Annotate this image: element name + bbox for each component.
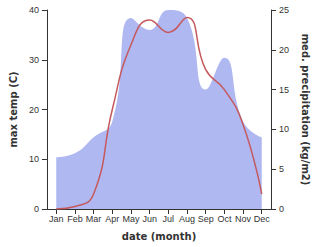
svg-text:Jul: Jul	[163, 214, 175, 224]
svg-text:40: 40	[29, 5, 39, 15]
svg-text:30: 30	[29, 55, 39, 65]
svg-text:Dec: Dec	[254, 214, 271, 224]
svg-text:date (month): date (month)	[122, 231, 196, 242]
svg-text:Mar: Mar	[86, 214, 102, 224]
svg-text:May: May	[122, 214, 140, 224]
svg-text:med. precipitation (kg/m2): med. precipitation (kg/m2)	[300, 34, 311, 186]
svg-text:0: 0	[34, 204, 39, 214]
svg-text:10: 10	[279, 124, 289, 134]
svg-text:Aug: Aug	[179, 214, 195, 224]
svg-text:Jun: Jun	[142, 214, 157, 224]
svg-text:Nov: Nov	[235, 214, 252, 224]
svg-text:20: 20	[29, 105, 39, 115]
svg-text:Apr: Apr	[105, 214, 119, 224]
svg-text:Feb: Feb	[67, 214, 83, 224]
svg-text:Oct: Oct	[217, 214, 232, 224]
svg-text:5: 5	[279, 164, 284, 174]
svg-text:max temp (C): max temp (C)	[8, 71, 19, 147]
svg-text:15: 15	[279, 85, 289, 95]
svg-text:25: 25	[279, 5, 289, 15]
svg-text:0: 0	[279, 204, 284, 214]
svg-text:10: 10	[29, 154, 39, 164]
svg-text:Sep: Sep	[198, 214, 214, 224]
svg-text:Jan: Jan	[49, 214, 64, 224]
svg-text:20: 20	[279, 45, 289, 55]
